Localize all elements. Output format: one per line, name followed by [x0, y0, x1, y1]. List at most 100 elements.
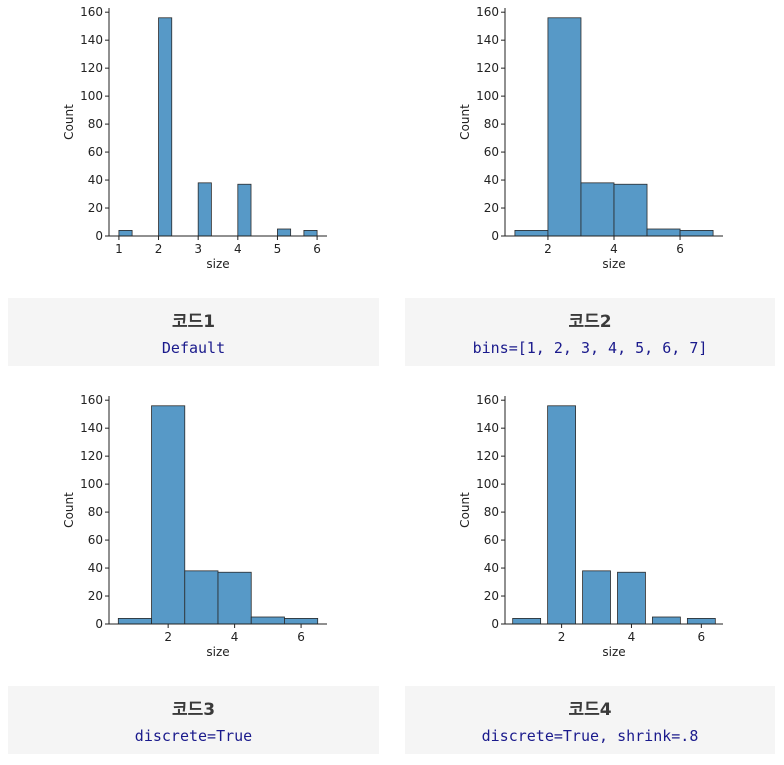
bar-6	[679, 230, 714, 237]
x-tick-label: 3	[194, 242, 202, 256]
bar-5	[646, 228, 681, 237]
caption-box-1: 코드1 Default	[8, 298, 379, 366]
y-tick-label: 20	[484, 589, 499, 603]
y-tick-label: 160	[476, 393, 499, 407]
y-axis-label: Count	[62, 492, 76, 528]
x-axis-label: size	[206, 257, 229, 271]
bar-3	[582, 570, 611, 625]
y-tick-label: 20	[88, 201, 103, 215]
y-tick-label: 140	[476, 33, 499, 47]
y-tick-label: 60	[88, 145, 103, 159]
x-tick-label: 1	[115, 242, 123, 256]
y-tick-label: 100	[476, 477, 499, 491]
y-tick-label: 40	[88, 561, 103, 575]
y-tick-label: 120	[476, 61, 499, 75]
x-tick-label: 2	[544, 242, 552, 256]
caption-code: Default	[161, 339, 226, 357]
y-tick-label: 40	[484, 561, 499, 575]
bar-6	[686, 618, 716, 625]
histogram-chart-4: 0 20 40 60 80 100 120 140 160 2 4 6 size Count	[458, 393, 723, 659]
y-tick-label: 160	[476, 5, 499, 19]
x-tick-label: 6	[297, 630, 305, 644]
y-tick-label: 20	[484, 201, 499, 215]
caption-code: bins=[1, 2, 3, 4, 5, 6, 7]	[472, 339, 708, 357]
y-tick-label: 100	[80, 477, 103, 491]
x-tick-label: 5	[274, 242, 282, 256]
bar-7	[303, 230, 318, 237]
y-tick-label: 140	[476, 421, 499, 435]
caption-box-2: 코드2 bins=[1, 2, 3, 4, 5, 6, 7]	[405, 298, 775, 366]
bar-2	[151, 405, 186, 625]
histogram-panel-4: 0 20 40 60 80 100 120 140 160 2 4 6 size Count	[396, 388, 784, 668]
bar-5	[237, 183, 252, 237]
bar-4	[217, 571, 252, 625]
bar-4	[617, 571, 646, 625]
y-tick-label: 100	[80, 89, 103, 103]
x-tick-label: 4	[231, 630, 239, 644]
histogram-panel-3: 0 20 40 60 80 100 120 140 160 2 4 6 size Count	[0, 388, 392, 668]
bar-4	[613, 183, 648, 237]
bar-6	[284, 618, 319, 625]
x-axis-label: size	[602, 645, 625, 659]
histogram-panel-1: 0 20 40 60 80 100 120 140 160 1 2 3 4 5 6 size Count	[0, 0, 392, 280]
bar-2	[547, 17, 582, 237]
y-tick-label: 60	[88, 533, 103, 547]
bar-2	[547, 405, 576, 625]
x-tick-label: 2	[164, 630, 172, 644]
caption-title: 코드1	[171, 312, 216, 332]
bar-5	[652, 616, 681, 625]
y-tick-label: 0	[95, 229, 103, 243]
y-tick-label: 80	[88, 117, 103, 131]
x-tick-label: 4	[610, 242, 618, 256]
bar-1	[118, 230, 133, 237]
caption-box-4: 코드4 discrete=True, shrink=.8	[405, 686, 775, 754]
x-tick-label: 6	[698, 630, 706, 644]
bar-1	[512, 618, 542, 625]
bar-5	[250, 616, 285, 625]
x-tick-label: 4	[234, 242, 242, 256]
caption-code: discrete=True	[134, 727, 253, 745]
x-axis-label: size	[602, 257, 625, 271]
bar-2	[158, 17, 173, 237]
x-tick-label: 6	[676, 242, 684, 256]
y-tick-label: 80	[88, 505, 103, 519]
y-tick-label: 60	[484, 145, 499, 159]
histogram-panel-2: 0 20 40 60 80 100 120 140 160 2 4 6 size Count	[396, 0, 784, 280]
y-axis-label: Count	[458, 492, 472, 528]
bar-3	[580, 182, 615, 237]
y-tick-label: 120	[476, 449, 499, 463]
bar-4	[197, 182, 212, 237]
y-tick-label: 140	[80, 33, 103, 47]
x-tick-label: 2	[558, 630, 566, 644]
histogram-chart-3: 0 20 40 60 80 100 120 140 160 2 4 6 size Count	[62, 393, 327, 659]
y-tick-label: 160	[80, 5, 103, 19]
y-tick-label: 40	[484, 173, 499, 187]
y-tick-label: 0	[491, 617, 499, 631]
y-axis-label: Count	[458, 104, 472, 140]
caption-title: 코드4	[568, 700, 612, 720]
y-tick-label: 160	[80, 393, 103, 407]
histogram-chart-1: 0 20 40 60 80 100 120 140 160 1 2 3 4 5 6 size Count	[62, 5, 327, 271]
y-tick-label: 60	[484, 533, 499, 547]
bar-6	[277, 228, 292, 237]
y-tick-label: 0	[491, 229, 499, 243]
x-tick-label: 2	[155, 242, 163, 256]
bar-1	[514, 230, 549, 237]
y-tick-label: 120	[80, 449, 103, 463]
caption-title: 코드3	[171, 700, 216, 720]
y-tick-label: 80	[484, 505, 499, 519]
x-tick-label: 6	[313, 242, 321, 256]
y-tick-label: 80	[484, 117, 499, 131]
y-tick-label: 140	[80, 421, 103, 435]
y-tick-label: 100	[476, 89, 499, 103]
bar-3	[184, 570, 219, 625]
y-tick-label: 20	[88, 589, 103, 603]
x-axis-label: size	[206, 645, 229, 659]
y-tick-label: 0	[95, 617, 103, 631]
caption-code: discrete=True, shrink=.8	[481, 727, 699, 745]
y-axis-label: Count	[62, 104, 76, 140]
caption-box-3: 코드3 discrete=True	[8, 686, 379, 754]
y-tick-label: 120	[80, 61, 103, 75]
y-tick-label: 40	[88, 173, 103, 187]
x-tick-label: 4	[628, 630, 636, 644]
